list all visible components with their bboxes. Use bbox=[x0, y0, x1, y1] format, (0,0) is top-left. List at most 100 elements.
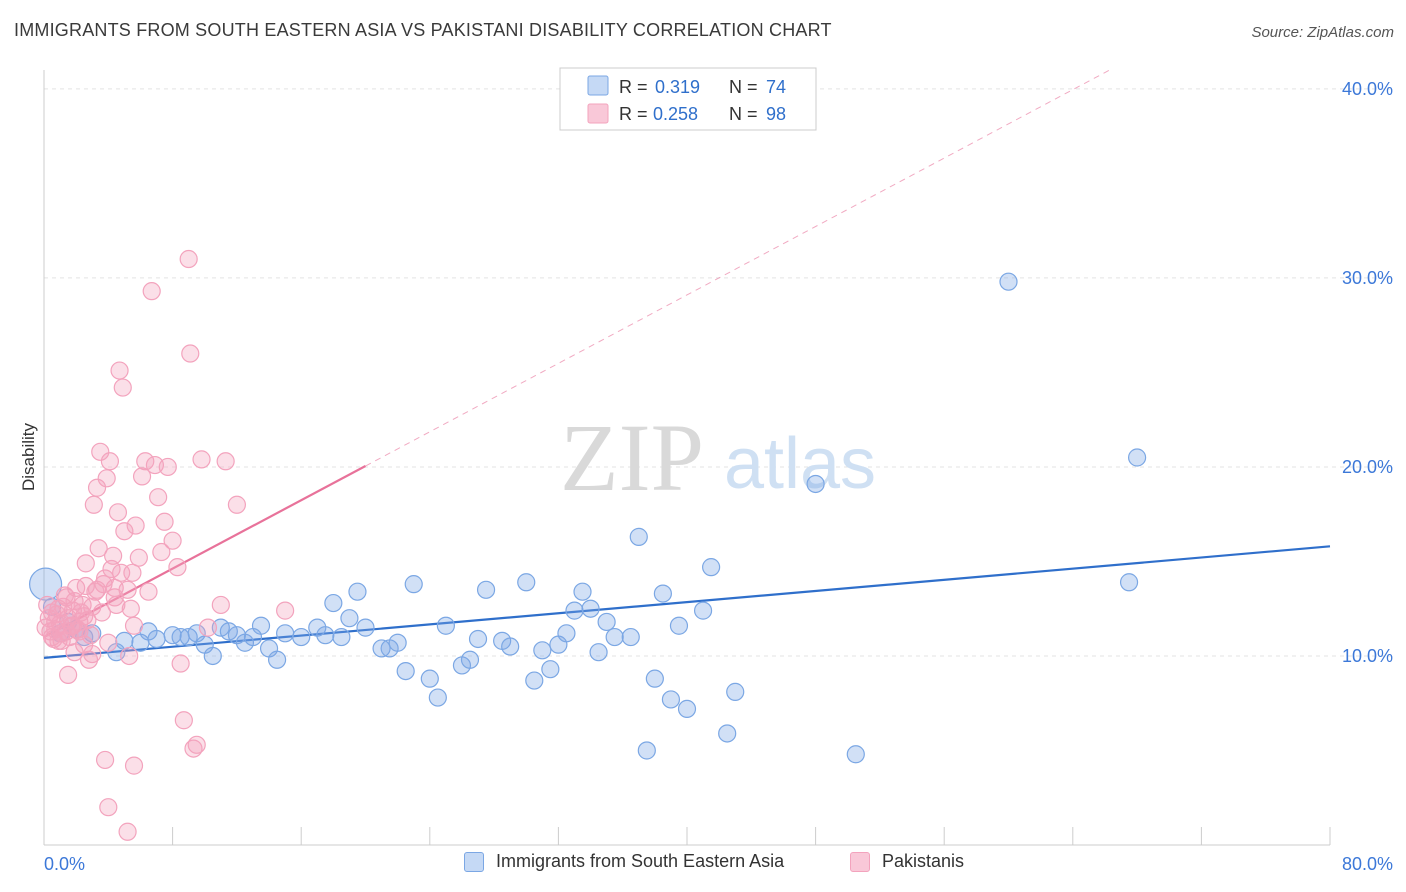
sea-point bbox=[846, 745, 865, 764]
pakistani-point bbox=[120, 646, 139, 666]
pakistani-point bbox=[132, 467, 152, 486]
pakistani-point bbox=[95, 750, 115, 770]
legend-swatch-blue bbox=[587, 75, 609, 96]
pakistani-point bbox=[124, 616, 144, 635]
pakistani-point bbox=[52, 631, 71, 650]
sea-point bbox=[645, 669, 664, 688]
pakistani-point bbox=[118, 822, 137, 841]
sea-point bbox=[476, 580, 496, 599]
pakistani-point bbox=[198, 618, 218, 637]
axes bbox=[43, 70, 1331, 846]
pakistani-point bbox=[179, 249, 198, 269]
pakistani-point bbox=[97, 469, 116, 488]
sea-point bbox=[533, 641, 552, 660]
legend-item-sea[interactable]: Immigrants from South Eastern Asia bbox=[464, 851, 784, 872]
trend-lines bbox=[43, 69, 1331, 659]
pakistani-point bbox=[83, 597, 102, 616]
sea-point bbox=[404, 575, 423, 594]
sea-point bbox=[115, 631, 134, 650]
sea-point bbox=[669, 616, 689, 635]
legend-swatch-pink bbox=[587, 103, 609, 124]
pakistani-point bbox=[63, 601, 83, 620]
pakistani-point bbox=[168, 558, 187, 577]
pakistani-point bbox=[63, 616, 83, 635]
pakistani-point bbox=[276, 601, 295, 620]
legend-box: R = 0.319 N = 74 R = 0.258 N = 98 bbox=[559, 67, 817, 131]
pakistani-point bbox=[139, 582, 158, 601]
pakistani-point bbox=[87, 580, 107, 599]
pakistani-point bbox=[110, 361, 129, 380]
pakistani-point bbox=[42, 603, 62, 622]
pakistani-point bbox=[163, 531, 182, 550]
pakistani-point bbox=[83, 644, 102, 664]
sea-point bbox=[517, 573, 536, 592]
pakistani-point bbox=[155, 512, 174, 531]
legend-n-label-2: N = bbox=[729, 104, 758, 124]
pakistani-point bbox=[99, 633, 118, 652]
sea-point bbox=[597, 612, 616, 632]
sea-point bbox=[653, 584, 672, 603]
sea-point bbox=[702, 558, 721, 577]
sea-point bbox=[1127, 448, 1147, 467]
pakistani-point bbox=[99, 798, 118, 817]
legend-r-label-2: R = bbox=[619, 104, 648, 124]
legend-n-label-1: N = bbox=[729, 77, 758, 97]
sea-point bbox=[629, 527, 648, 546]
pakistani-point bbox=[65, 643, 84, 662]
sea-point bbox=[388, 633, 407, 652]
sea-point bbox=[693, 601, 713, 620]
sea-point bbox=[340, 609, 359, 628]
pakistani-point bbox=[126, 516, 145, 535]
pakistani-trend-line bbox=[43, 465, 367, 639]
sea-point bbox=[460, 650, 480, 669]
sea-point bbox=[661, 690, 681, 709]
sea-point bbox=[332, 627, 351, 647]
pakistani-point bbox=[174, 711, 193, 730]
sea-point bbox=[420, 669, 439, 688]
sea-point bbox=[203, 646, 222, 666]
pakistani-point bbox=[129, 548, 148, 567]
pakistani-point bbox=[136, 452, 155, 471]
legend-r-value-2: 0.258 bbox=[653, 104, 698, 124]
sea-point bbox=[348, 582, 367, 601]
pakistani-point bbox=[123, 563, 142, 582]
legend-r-label-1: R = bbox=[619, 77, 648, 97]
sea-point bbox=[637, 741, 656, 760]
sea-point bbox=[436, 616, 455, 635]
pakistani-point bbox=[171, 654, 190, 673]
sea-point bbox=[726, 682, 745, 701]
pakistani-point bbox=[81, 626, 100, 645]
legend-label-pakistanis: Pakistanis bbox=[882, 851, 965, 871]
legend-item-pakistanis[interactable]: Pakistanis bbox=[850, 851, 964, 872]
sea-point bbox=[573, 582, 592, 601]
x-tick-label: 0.0% bbox=[44, 854, 85, 874]
pakistani-trend-extension bbox=[365, 69, 1110, 467]
sea-point bbox=[718, 724, 737, 743]
bottom-legend: Immigrants from South Eastern Asia Pakis… bbox=[0, 851, 1406, 879]
pakistani-point bbox=[216, 452, 235, 471]
sea-point bbox=[1119, 573, 1139, 592]
sea-point bbox=[396, 661, 415, 681]
pakistani-point bbox=[108, 503, 128, 522]
pakistani-point bbox=[92, 603, 111, 622]
pakistani-point bbox=[142, 282, 161, 301]
legend-r-value-1: 0.319 bbox=[655, 77, 700, 97]
pakistani-point bbox=[76, 576, 95, 596]
pakistani-point bbox=[227, 495, 246, 514]
sea-point bbox=[468, 629, 488, 649]
sea-point bbox=[276, 624, 295, 643]
y-tick-label: 10.0% bbox=[1342, 646, 1393, 666]
pakistani-point bbox=[104, 546, 123, 565]
sea-point bbox=[605, 627, 624, 647]
sea-point bbox=[589, 643, 608, 662]
sea-point bbox=[292, 627, 311, 647]
pakistani-point bbox=[76, 554, 95, 573]
sea-point bbox=[501, 637, 520, 656]
chart-title: IMMIGRANTS FROM SOUTH EASTERN ASIA VS PA… bbox=[14, 20, 832, 40]
legend-swatch-pakistanis bbox=[850, 851, 870, 872]
y-tick-labels: 10.0% 20.0% 30.0% 40.0% bbox=[1342, 79, 1393, 666]
pakistani-point bbox=[87, 478, 107, 497]
pakistani-point bbox=[149, 488, 168, 507]
sea-point bbox=[251, 616, 271, 635]
